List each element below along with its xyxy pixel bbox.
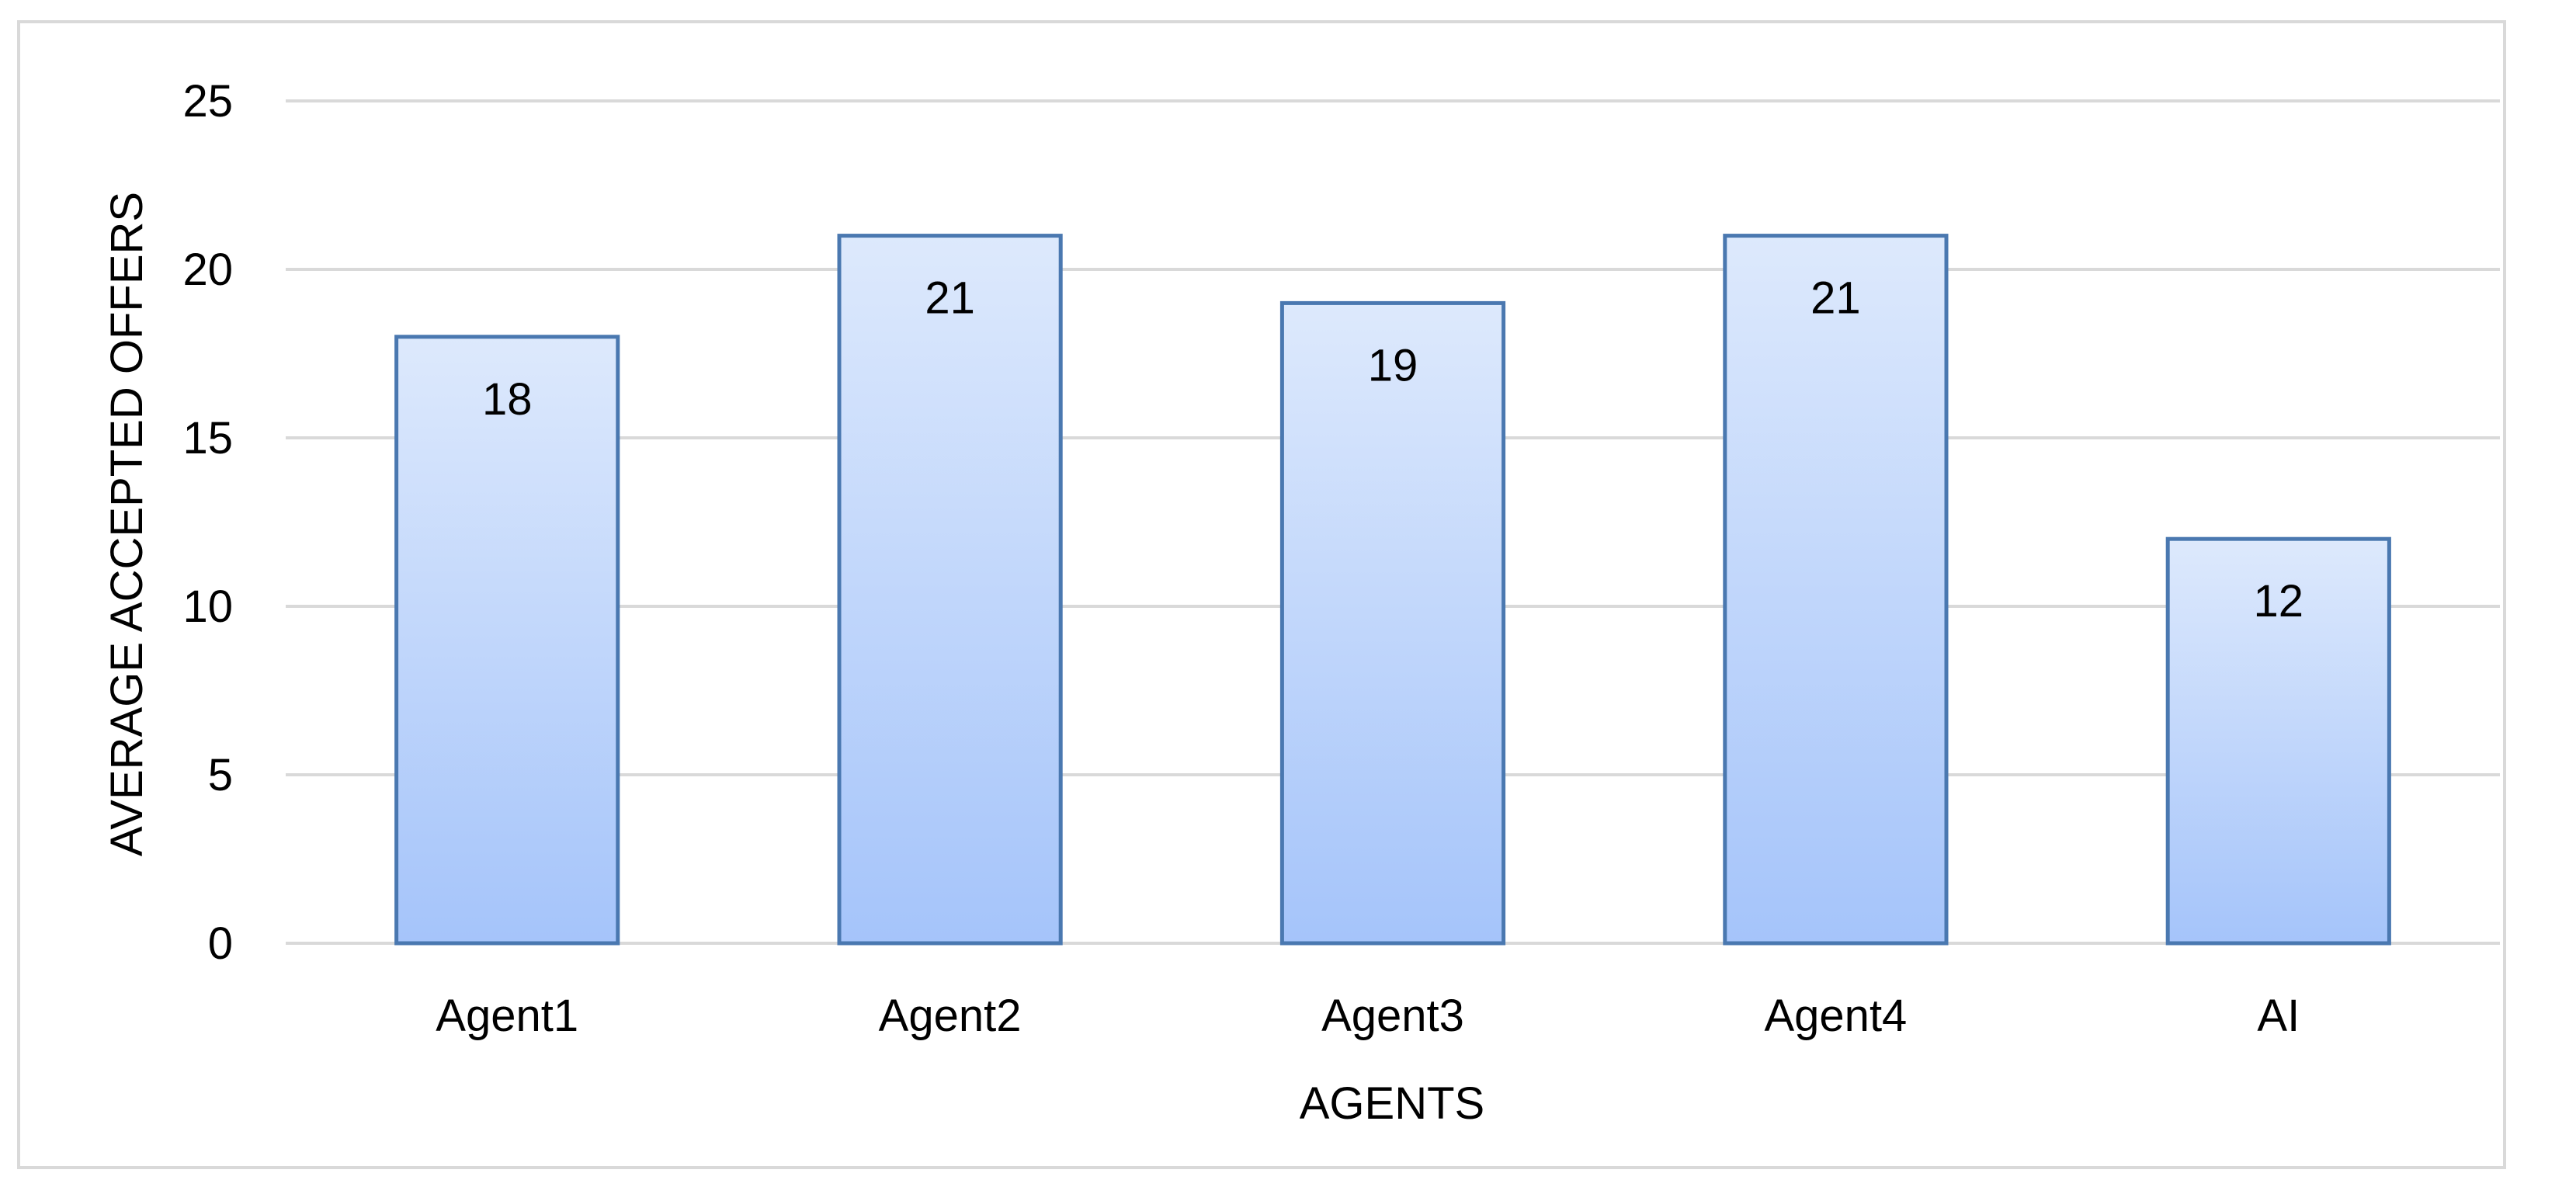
x-tick-label-agent3: Agent3 [1321,991,1464,1041]
x-tick-label-agent4: Agent4 [1764,991,1907,1041]
y-tick-label: 20 [182,245,233,295]
gridlines [286,99,2500,945]
y-tick-label: 10 [182,581,233,632]
bars [394,234,2391,946]
y-tick-label: 15 [182,413,233,463]
y-axis-title: AVERAGE ACCEPTED OFFERS [102,192,152,856]
x-tick-label-agent1: Agent1 [436,991,578,1041]
bar-agent2 [837,234,1063,946]
x-axis-categories: Agent1 Agent2 Agent3 Agent4 AI [436,991,2300,1041]
bar-agent1 [394,335,620,946]
bar-ai [2165,536,2391,946]
data-label-agent2: 21 [925,273,975,324]
y-tick-label: 0 [208,918,233,969]
x-tick-label-ai: AI [2257,991,2300,1041]
data-label-ai: 12 [2254,576,2304,627]
data-label-agent1: 18 [482,374,533,425]
x-axis-title: AGENTS [1300,1078,1485,1129]
y-axis-ticks: 0 5 10 15 20 25 [182,76,233,969]
y-tick-label: 25 [182,76,233,127]
data-labels: 18 21 19 21 12 [482,273,2303,627]
data-label-agent3: 19 [1368,340,1418,390]
x-tick-label-agent2: Agent2 [879,991,1022,1041]
bar-agent3 [1279,300,1506,946]
bar-agent4 [1723,234,1949,946]
data-label-agent4: 21 [1810,273,1861,324]
y-tick-label: 5 [208,750,233,800]
